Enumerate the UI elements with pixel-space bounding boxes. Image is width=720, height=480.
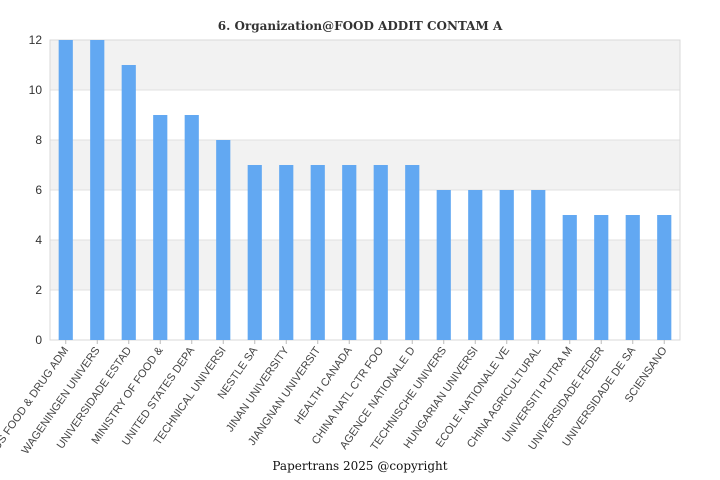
chart-title: 6. Organization@FOOD ADDIT CONTAM A bbox=[218, 19, 503, 33]
plot-border bbox=[49, 39, 681, 341]
bar bbox=[121, 65, 136, 340]
bar bbox=[531, 190, 546, 340]
bar bbox=[373, 165, 388, 340]
copyright-footer: Papertrans 2025 @copyright bbox=[272, 459, 447, 473]
bar bbox=[594, 215, 609, 340]
grid-band bbox=[50, 140, 680, 190]
bar bbox=[342, 165, 357, 340]
y-tick-label: 2 bbox=[35, 283, 42, 297]
bar bbox=[279, 165, 294, 340]
y-tick-label: 10 bbox=[29, 83, 43, 97]
bar bbox=[625, 215, 640, 340]
x-tick-label: HEALTH CANADA bbox=[292, 344, 355, 426]
grid-band bbox=[50, 190, 680, 240]
bar bbox=[216, 140, 231, 340]
bar bbox=[405, 165, 420, 340]
bar bbox=[468, 190, 483, 340]
grid-band bbox=[50, 240, 680, 290]
bar bbox=[657, 215, 672, 340]
y-tick-label: 6 bbox=[35, 183, 42, 197]
y-axis: 0 2 4 6 8 10 12 bbox=[29, 33, 43, 347]
bar bbox=[562, 215, 577, 340]
bar bbox=[90, 40, 105, 340]
bars bbox=[58, 40, 672, 340]
y-tick-label: 8 bbox=[35, 133, 42, 147]
y-tick-label: 4 bbox=[35, 233, 42, 247]
grid-band bbox=[50, 290, 680, 340]
bar bbox=[58, 40, 73, 340]
bar bbox=[247, 165, 262, 340]
bar bbox=[153, 115, 168, 340]
y-tick-label: 0 bbox=[35, 333, 42, 347]
y-tick-label: 12 bbox=[29, 33, 43, 47]
grid-band bbox=[50, 40, 680, 90]
bar bbox=[499, 190, 514, 340]
grid-band bbox=[50, 90, 680, 140]
bar bbox=[436, 190, 451, 340]
bar bbox=[184, 115, 199, 340]
bar bbox=[310, 165, 325, 340]
